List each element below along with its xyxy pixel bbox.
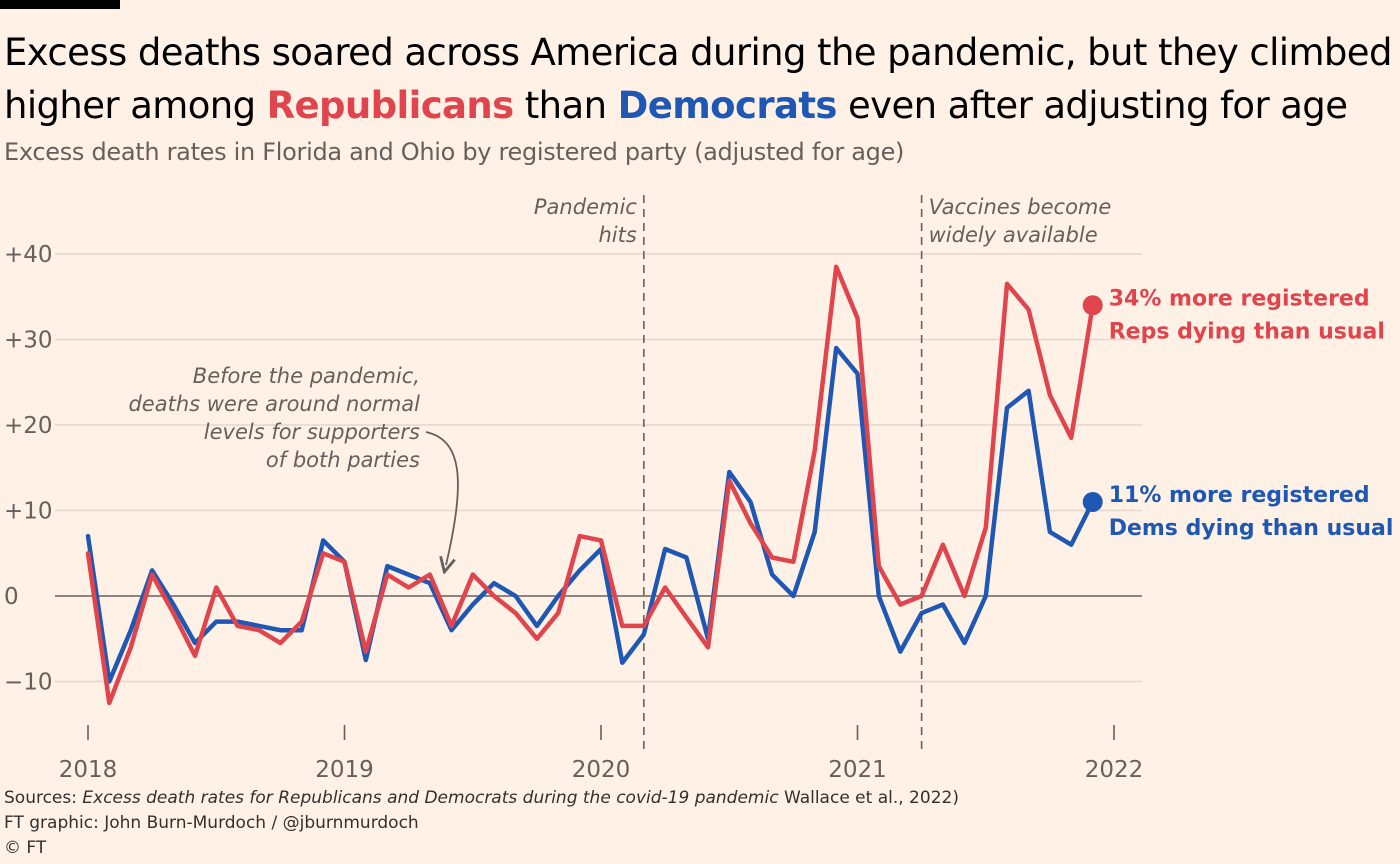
vaccines-annotation: widely available [929, 223, 1098, 247]
republicans-line [85, 264, 1095, 706]
axis-labels: +40 +30 +20 +10 0 −10 2018 2019 2020 2021 2022 [4, 242, 1143, 783]
title-republicans: Republicans [266, 84, 515, 127]
republicans-end-label: 34% more registered [1109, 286, 1370, 311]
event-lines [643, 195, 923, 750]
title-part1: Excess deaths soared across America duri… [4, 31, 1392, 127]
x-tick-label: 2019 [315, 757, 374, 783]
sources-line: Sources: Excess death rates for Republic… [4, 786, 959, 811]
ft-top-bar [0, 0, 120, 9]
before-pandemic-annotation: levels for supporters [204, 420, 420, 444]
y-tick-label: +40 [4, 242, 53, 268]
before-pandemic-annotation: Before the pandemic, [193, 364, 420, 388]
sources-suffix: Wallace et al., 2022) [778, 788, 959, 808]
title-part2: than [513, 84, 618, 127]
sources-prefix: Sources: [4, 788, 83, 808]
pandemic-annotation: hits [599, 223, 637, 247]
y-tick-label: 0 [4, 584, 19, 610]
sources-title: Excess death rates for Republicans and D… [82, 788, 779, 808]
credit-line: FT graphic: John Burn-Murdoch / @jburnmu… [4, 813, 419, 833]
x-tick-label: 2018 [59, 757, 118, 783]
footer: Sources: Excess death rates for Republic… [4, 786, 959, 861]
democrats-line [85, 345, 1095, 684]
title-democrats: Democrats [617, 84, 838, 127]
y-tick-label: +10 [4, 499, 53, 525]
y-tick-label: +30 [4, 328, 53, 354]
annotation-arrow [425, 431, 459, 565]
democrats-end-label: Dems dying than usual [1109, 516, 1394, 541]
annotations: Pandemic hits Vaccines become widely availa… [128, 195, 1111, 472]
grid-lines [55, 253, 1142, 683]
chart-subtitle: Excess death rates in Florida and Ohio b… [4, 138, 905, 166]
republicans-end-dot [1082, 295, 1103, 316]
before-pandemic-annotation: deaths were around normal [128, 392, 420, 416]
vaccines-annotation: Vaccines become [929, 195, 1112, 219]
y-tick-label: +20 [4, 413, 53, 439]
x-tick-label: 2021 [828, 757, 887, 783]
pandemic-annotation: Pandemic [534, 195, 637, 219]
y-tick-label: −10 [4, 670, 53, 696]
democrats-end-dot [1082, 491, 1103, 512]
title-part3: even after adjusting for age [836, 84, 1348, 127]
x-tick-label: 2020 [572, 757, 631, 783]
x-tick-label: 2022 [1085, 757, 1144, 783]
republicans-end-label: Reps dying than usual [1109, 319, 1385, 344]
chart-title: Excess deaths soared across America duri… [4, 26, 1399, 132]
copyright: © FT [4, 838, 47, 858]
series-group: 11% more registered Dems dying than usual… [85, 264, 1394, 706]
before-pandemic-annotation: of both parties [266, 448, 420, 472]
democrats-end-label: 11% more registered [1109, 483, 1370, 508]
